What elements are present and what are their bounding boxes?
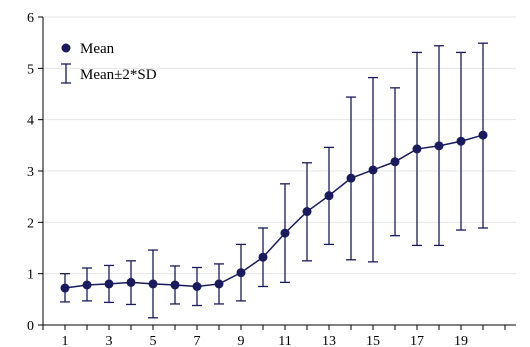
- x-tick-label: 1: [62, 334, 69, 347]
- y-tick-label: 2: [27, 216, 34, 231]
- mean-point: [214, 279, 224, 289]
- mean-point: [236, 268, 246, 278]
- mean-point: [192, 282, 202, 291]
- mean-point: [170, 280, 180, 290]
- gridlines: [43, 16, 516, 275]
- mean-point: [390, 157, 400, 167]
- x-tick-label: 9: [238, 334, 245, 347]
- mean-point: [434, 141, 444, 151]
- legend-sd-label: Mean±2*SD: [80, 67, 157, 83]
- mean-point: [60, 283, 70, 293]
- mean-point: [324, 191, 334, 201]
- x-tick-label: 3: [106, 334, 113, 347]
- y-tick-label: 5: [27, 62, 34, 77]
- legend: Mean Mean±2*SD: [61, 41, 157, 84]
- mean-point: [82, 280, 92, 290]
- legend-mean-label: Mean: [80, 41, 115, 57]
- error-bars: [60, 42, 488, 319]
- mean-point: [148, 279, 158, 289]
- mean-point: [280, 228, 290, 238]
- x-tick-label: 17: [410, 334, 424, 347]
- legend-errorbar-icon: [61, 63, 71, 84]
- x-tick-label: 7: [194, 334, 201, 347]
- mean-line: [64, 134, 484, 289]
- y-tick-label: 0: [27, 319, 34, 334]
- mean-point: [302, 207, 312, 217]
- y-tick-label: 1: [27, 268, 34, 283]
- y-tick-label: 3: [27, 165, 34, 180]
- mean-point: [346, 173, 356, 183]
- mean-line-group: [64, 134, 484, 289]
- mean-point: [126, 277, 136, 287]
- legend-mean-marker-icon: [61, 43, 71, 53]
- y-tick-label: 4: [27, 114, 34, 129]
- x-tick-label: 13: [322, 334, 336, 347]
- mean-point: [412, 144, 422, 154]
- x-tick-label: 19: [454, 334, 468, 347]
- mean-point: [258, 252, 268, 262]
- y-tick-label: 6: [27, 11, 34, 26]
- x-tick-label: 15: [366, 334, 380, 347]
- mean-point: [368, 165, 378, 175]
- mean-point: [478, 130, 488, 140]
- mean-point: [104, 279, 114, 289]
- mean-markers: [60, 130, 488, 293]
- x-tick-label: 11: [278, 334, 291, 347]
- x-tick-label: 5: [150, 334, 157, 347]
- mean-point: [456, 136, 466, 146]
